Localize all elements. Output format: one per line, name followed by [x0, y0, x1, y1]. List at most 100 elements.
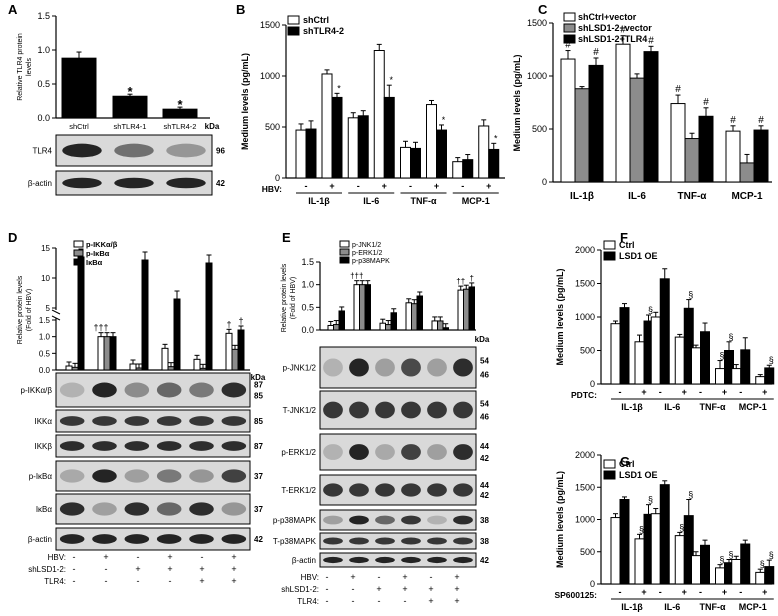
bar-lsd1-oe	[740, 543, 751, 585]
condition-sign: -	[105, 564, 108, 574]
panel-letter: C	[538, 2, 548, 17]
bar-p-jnk1-2	[405, 302, 412, 331]
legend-label: p-ERK1/2	[352, 250, 382, 257]
x-group-label: TNF-α	[410, 196, 436, 206]
kda-header: kDa	[205, 122, 220, 131]
blot-label: IκBα	[36, 505, 53, 514]
blot-band	[323, 444, 343, 460]
blot-label: p-IκBα	[29, 472, 53, 481]
y-tick-label: 2000	[575, 245, 595, 255]
blot-band	[124, 416, 150, 426]
blot-band	[92, 416, 117, 426]
condition-sign: +	[428, 596, 433, 606]
x-group-label: IL-1β	[621, 602, 643, 612]
blot-band	[349, 483, 369, 497]
bar-shtlr4-2	[305, 128, 317, 179]
blot-label: β-actin	[28, 535, 52, 544]
condition-sign: -	[739, 587, 742, 597]
y-tick-label: 10	[41, 274, 50, 283]
bar-ctrl	[634, 538, 645, 585]
significance-mark: *	[337, 83, 341, 93]
x-group-label: TNF-α	[699, 402, 725, 412]
treatment-label: HBV:	[262, 184, 282, 194]
significance-mark: *	[389, 75, 393, 85]
blot-band	[401, 515, 421, 525]
y-tick-label: 500	[532, 124, 547, 134]
significance-mark: §	[769, 355, 774, 365]
blot-band	[349, 556, 369, 564]
blot-kda: 85	[254, 392, 263, 401]
y-axis-label: Medium levels (pg/mL)	[555, 471, 565, 568]
bar-p-p38mapk	[468, 286, 475, 331]
legend-label: LSD1 OE	[619, 251, 658, 261]
bar-p-ikk-	[65, 365, 73, 371]
panel-letter: E	[282, 230, 291, 245]
bar-p-erk1-2	[437, 320, 444, 331]
legend-label: p-p38MAPK	[352, 258, 390, 265]
bar-p-i-b-	[71, 366, 79, 371]
bar-ctrl	[674, 336, 685, 385]
condition-sign: +	[376, 584, 381, 594]
significance-mark: *	[127, 84, 133, 99]
y-tick-label: 1500	[575, 482, 595, 492]
blot-band	[92, 382, 117, 398]
blot-band	[427, 444, 447, 460]
condition-sign: +	[231, 564, 236, 574]
x-group-label: MCP-1	[739, 402, 767, 412]
blot-band	[401, 537, 421, 545]
significance-mark: #	[675, 84, 681, 95]
bar-p-ikk-	[193, 358, 201, 371]
bar-ctrl	[634, 341, 645, 385]
significance-mark: #	[730, 115, 736, 126]
condition-sign: -	[73, 552, 76, 562]
bar-p-erk1-2	[359, 284, 366, 331]
condition-sign: -	[659, 387, 662, 397]
y-axis-label: Relative protein levels	[17, 275, 24, 344]
condition-sign: -	[357, 181, 360, 191]
bar-shlsd1-2-tlr4	[698, 115, 714, 183]
condition-sign: +	[682, 587, 687, 597]
bar-p-i-b-	[103, 336, 111, 371]
blot-band	[114, 143, 154, 158]
bar-p-jnk1-2	[353, 284, 360, 331]
blot-label: T-JNK1/2	[283, 406, 317, 415]
blot-label: IKKβ	[35, 442, 53, 451]
blot-band	[427, 556, 447, 564]
condition-sign: +	[382, 181, 387, 191]
blot-band	[114, 177, 154, 189]
blot-band	[453, 515, 473, 525]
blot-kda: 42	[480, 454, 489, 463]
legend-swatch	[603, 240, 616, 250]
bar-shlsd1-2-tlr4	[643, 51, 659, 183]
legend-label: Ctrl	[619, 240, 635, 250]
significance-mark: #	[565, 40, 571, 51]
bar-p-p38mapk	[416, 295, 423, 331]
blot-band	[349, 401, 369, 419]
y-axis-label: (Fold of HBV)	[290, 277, 297, 319]
condition-sign: -	[409, 181, 412, 191]
condition-sign: +	[722, 387, 727, 397]
bar-shlsd1-2-tlr4	[588, 64, 604, 183]
significance-mark: §	[648, 305, 653, 315]
significance-mark: §	[728, 549, 733, 559]
blot-band	[349, 444, 369, 460]
blot-kda: 37	[254, 472, 263, 481]
legend-swatch	[73, 258, 84, 266]
blot-band	[124, 441, 150, 451]
significance-mark: #	[758, 115, 764, 126]
bar-lsd1-oe	[659, 278, 670, 385]
bar-shctrl	[426, 104, 437, 179]
legend-swatch	[603, 470, 616, 480]
blot-kda: 37	[254, 505, 263, 514]
x-group-label: TNF-α	[699, 602, 725, 612]
condition-sign: +	[454, 596, 459, 606]
legend-label: p-IKKα/β	[86, 240, 118, 249]
bar-ctrl	[731, 558, 742, 585]
blot-band	[375, 358, 395, 377]
bar-p-i-b-	[231, 348, 239, 371]
significance-mark: #	[593, 47, 599, 58]
condition-sign: -	[326, 572, 329, 582]
blot-kda: 85	[254, 417, 263, 426]
condition-sign: +	[231, 576, 236, 586]
x-group-label: IL-6	[664, 602, 680, 612]
